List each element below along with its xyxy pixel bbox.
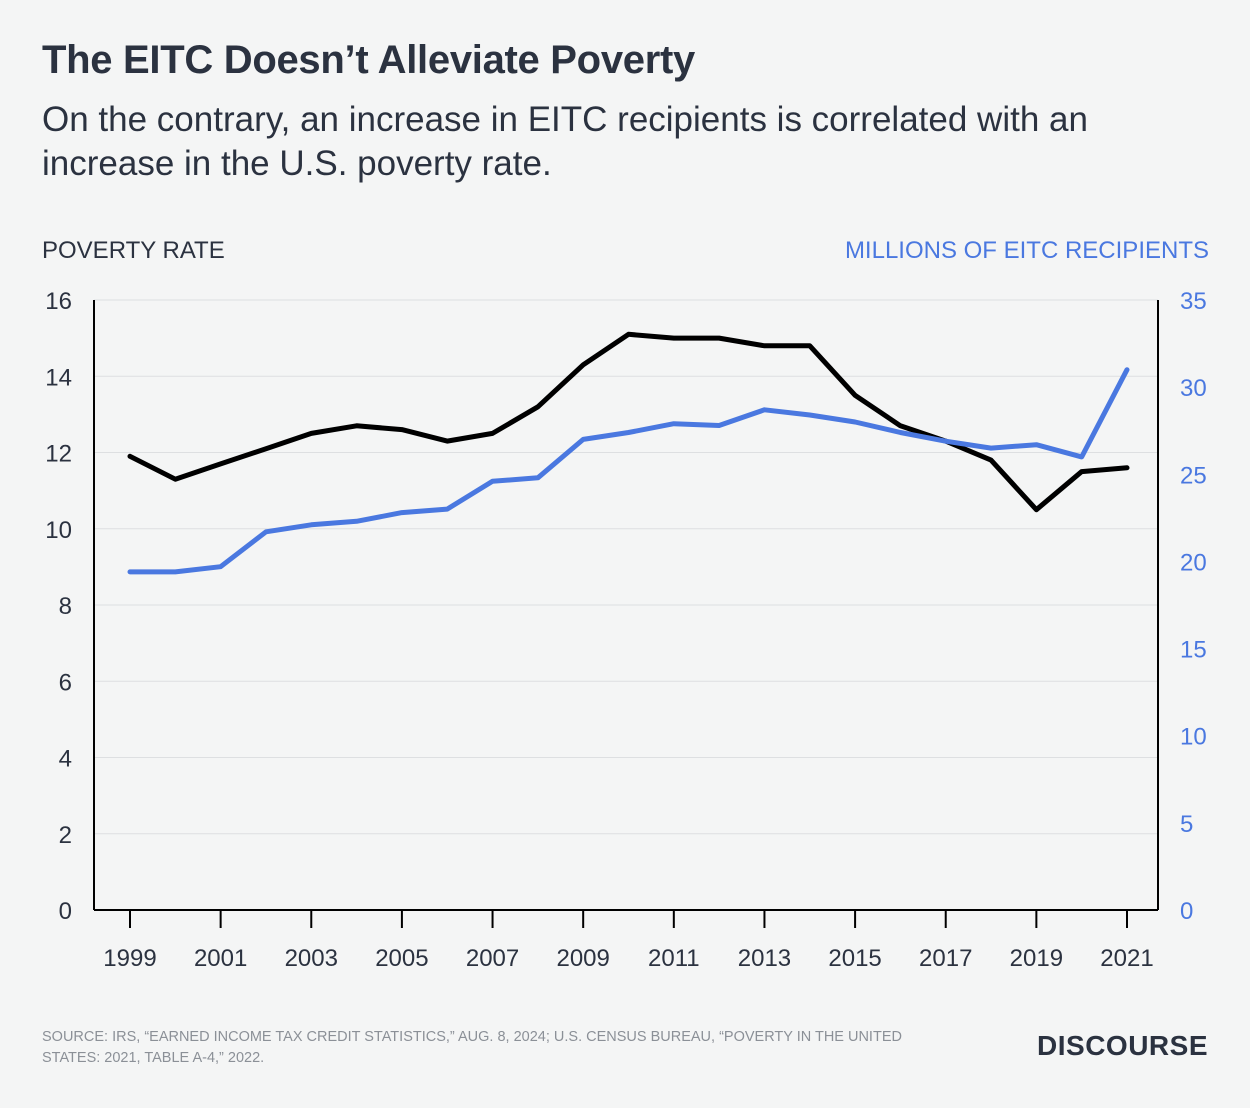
x-tick-label: 1999 — [103, 945, 156, 972]
axes — [93, 300, 1159, 911]
right-tick-label: 25 — [1180, 462, 1207, 489]
left-tick-label: 8 — [59, 593, 72, 620]
x-tick-label: 2013 — [738, 945, 791, 972]
x-tick-label: 2003 — [285, 945, 338, 972]
x-axis-ticks: 1999 2001 2003 2005 2007 2009 2011 2013 2015 2017… — [103, 910, 1154, 972]
x-tick-label: 2021 — [1100, 945, 1153, 972]
left-tick-label: 0 — [59, 898, 72, 925]
right-tick-label: 10 — [1180, 724, 1207, 751]
right-axis-title: MILLIONS OF EITC RECIPIENTS — [845, 237, 1209, 264]
x-tick-label: 2017 — [919, 945, 972, 972]
right-tick-label: 0 — [1180, 898, 1193, 925]
x-tick-label: 2005 — [375, 945, 428, 972]
left-tick-label: 6 — [59, 669, 72, 696]
left-tick-label: 2 — [59, 822, 72, 849]
right-tick-label: 35 — [1180, 288, 1207, 315]
left-tick-label: 16 — [45, 288, 72, 315]
x-tick-label: 2019 — [1010, 945, 1063, 972]
x-tick-label: 2001 — [194, 945, 247, 972]
eitc-recipients-line — [127, 367, 1130, 575]
x-tick-label: 2009 — [556, 945, 609, 972]
chart-title: The EITC Doesn’t Alleviate Poverty — [42, 38, 695, 82]
chart-subtitle: On the contrary, an increase in EITC rec… — [42, 100, 1088, 183]
left-tick-label: 14 — [45, 364, 72, 391]
poverty-rate-line — [127, 331, 1130, 513]
right-axis-ticks: 0 5 10 15 20 25 30 35 — [1180, 288, 1207, 925]
x-tick-label: 2015 — [828, 945, 881, 972]
right-tick-label: 5 — [1180, 811, 1193, 838]
source-note: SOURCE: IRS, “EARNED INCOME TAX CREDIT S… — [42, 1029, 902, 1066]
left-axis-ticks: 0 2 4 6 8 10 12 14 16 — [45, 288, 72, 925]
left-tick-label: 12 — [45, 441, 72, 468]
x-tick-label: 2007 — [466, 945, 519, 972]
brand-logo: DISCOURSE — [1037, 1030, 1208, 1061]
right-tick-label: 30 — [1180, 375, 1207, 402]
left-tick-label: 10 — [45, 517, 72, 544]
gridlines — [94, 299, 1158, 835]
right-tick-label: 15 — [1180, 637, 1207, 664]
left-axis-title: POVERTY RATE — [42, 237, 225, 264]
left-tick-label: 4 — [59, 746, 72, 773]
x-tick-label: 2011 — [648, 945, 700, 972]
series-lines — [127, 331, 1130, 575]
right-tick-label: 20 — [1180, 549, 1207, 576]
